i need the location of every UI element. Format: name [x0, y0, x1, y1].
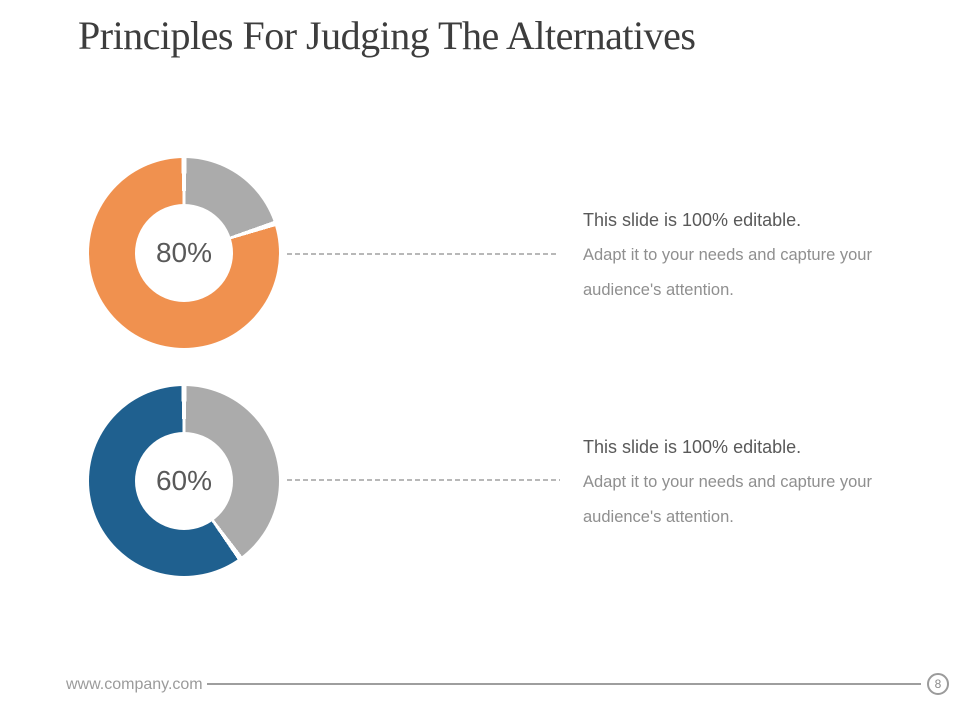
donut-center-80: 80% [135, 204, 233, 302]
donut-chart-80: 80% [89, 158, 279, 348]
annotation-block-2: This slide is 100% editable. Adapt it to… [583, 430, 895, 535]
footer-website: www.company.com [66, 676, 203, 693]
donut-value-label-80: 80% [155, 237, 213, 268]
page-number-badge: 8 [927, 673, 949, 695]
donut-chart-60: 60% [89, 386, 279, 576]
slide-title: Principles For Judging The Alternatives [78, 13, 696, 58]
annotation-body-1: Adapt it to your needs and capture your … [583, 246, 872, 299]
page-number: 8 [934, 677, 942, 691]
footer-divider-line [207, 683, 921, 685]
donut-value-label-60: 60% [155, 465, 213, 496]
connector-dashed-line-2 [287, 479, 560, 481]
annotation-block-1: This slide is 100% editable. Adapt it to… [583, 203, 895, 308]
annotation-heading-1: This slide is 100% editable. [583, 210, 802, 230]
connector-dashed-line-1 [287, 253, 557, 255]
annotation-body-2: Adapt it to your needs and capture your … [583, 473, 872, 526]
donut-center-60: 60% [135, 432, 233, 530]
annotation-heading-2: This slide is 100% editable. [583, 437, 802, 457]
